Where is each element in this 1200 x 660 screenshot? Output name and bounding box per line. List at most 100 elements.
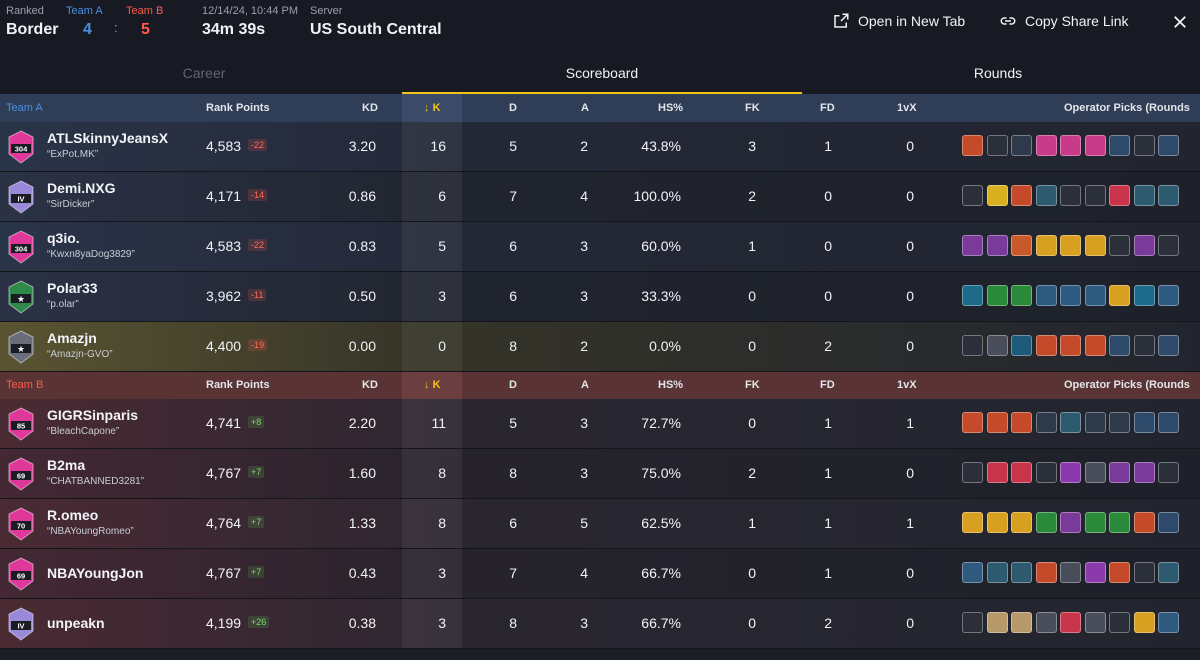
col-rank-points[interactable]: Rank Points (206, 379, 270, 391)
operator-icon[interactable] (1035, 285, 1057, 306)
player-row[interactable]: 69 B2ma “CHATBANNED3281” 4,767 +7 1.60 8 8 3 75.… (0, 449, 1200, 499)
operator-icon[interactable] (1158, 412, 1179, 433)
operator-icon[interactable] (1133, 235, 1155, 256)
operator-icon[interactable] (986, 185, 1008, 206)
operator-icon[interactable] (1084, 562, 1106, 583)
operator-icon[interactable] (1035, 462, 1057, 483)
player-row[interactable]: 85 GIGRSinparis “BleachCapone” 4,741 +8 2.20… (0, 399, 1200, 449)
operator-icon[interactable] (1158, 612, 1179, 633)
player-name[interactable]: Amazjn (47, 330, 97, 346)
operator-icon[interactable] (1035, 512, 1057, 533)
operator-icon[interactable] (1133, 185, 1155, 206)
operator-icon[interactable] (1035, 335, 1057, 356)
operator-icon[interactable] (1109, 462, 1130, 483)
player-row[interactable]: 304 q3io. “Kwxn8yaDog3829” 4,583 -22 0.83 5 6 3… (0, 222, 1200, 272)
col-kd[interactable]: KD (362, 379, 378, 391)
operator-icon[interactable] (986, 412, 1008, 433)
operator-icon[interactable] (1060, 285, 1081, 306)
player-name[interactable]: Polar33 (47, 280, 98, 296)
operator-icon[interactable] (1084, 335, 1106, 356)
operator-icon[interactable] (1035, 612, 1057, 633)
operator-icon[interactable] (962, 612, 983, 633)
operator-icon[interactable] (986, 512, 1008, 533)
operator-icon[interactable] (1060, 462, 1081, 483)
col-hs[interactable]: HS% (658, 102, 684, 114)
operator-icon[interactable] (1011, 335, 1032, 356)
operator-icon[interactable] (986, 562, 1008, 583)
operator-icon[interactable] (1109, 512, 1130, 533)
operator-icon[interactable] (1158, 462, 1179, 483)
player-row[interactable]: ★ Amazjn “Amazjn-GVO” 4,400 -19 0.00 0 8 2 0.0% 0… (0, 322, 1200, 372)
operator-icon[interactable] (1035, 412, 1057, 433)
operator-icon[interactable] (1084, 135, 1106, 156)
col-kd[interactable]: KD (362, 102, 378, 114)
operator-icon[interactable] (1109, 335, 1130, 356)
player-row[interactable]: IV Demi.NXG “SirDicker” 4,171 -14 0.86 6 7 4 100… (0, 172, 1200, 222)
col-hs[interactable]: HS% (658, 379, 684, 391)
operator-icon[interactable] (1109, 185, 1130, 206)
operator-icon[interactable] (1011, 462, 1032, 483)
operator-icon[interactable] (962, 562, 983, 583)
operator-icon[interactable] (1084, 612, 1106, 633)
operator-icon[interactable] (1035, 135, 1057, 156)
operator-icon[interactable] (962, 135, 983, 156)
operator-icon[interactable] (1158, 512, 1179, 533)
player-name[interactable]: GIGRSinparis (47, 407, 139, 423)
player-name[interactable]: B2ma (47, 457, 86, 473)
operator-icon[interactable] (986, 462, 1008, 483)
operator-icon[interactable] (1133, 612, 1155, 633)
operator-icon[interactable] (1060, 185, 1081, 206)
close-icon[interactable] (1171, 13, 1189, 31)
operator-icon[interactable] (1133, 512, 1155, 533)
col-k-sorted[interactable]: ↓ K (424, 371, 441, 399)
operator-icon[interactable] (1133, 412, 1155, 433)
operator-icon[interactable] (1084, 235, 1106, 256)
player-row[interactable]: 70 R.omeo “NBAYoungRomeo” 4,764 +7 1.33 8 6 5 62… (0, 499, 1200, 549)
operator-icon[interactable] (1109, 135, 1130, 156)
operator-icon[interactable] (1060, 562, 1081, 583)
col-1vx[interactable]: 1vX (897, 379, 917, 391)
operator-icon[interactable] (1035, 235, 1057, 256)
operator-icon[interactable] (1084, 185, 1106, 206)
operator-icon[interactable] (962, 285, 983, 306)
col-d[interactable]: D (509, 379, 517, 391)
col-1vx[interactable]: 1vX (897, 102, 917, 114)
operator-icon[interactable] (962, 462, 983, 483)
operator-icon[interactable] (986, 235, 1008, 256)
player-row[interactable]: 69 NBAYoungJon 4,767 +7 0.43 3 7 4 66.7% 0 1 0 (0, 549, 1200, 599)
player-name[interactable]: Demi.NXG (47, 180, 116, 196)
copy-share-link-button[interactable]: Copy Share Link (999, 12, 1129, 30)
operator-icon[interactable] (1084, 512, 1106, 533)
operator-icon[interactable] (1011, 285, 1032, 306)
operator-icon[interactable] (962, 235, 983, 256)
operator-icon[interactable] (1133, 462, 1155, 483)
operator-icon[interactable] (1109, 612, 1130, 633)
operator-icon[interactable] (1133, 335, 1155, 356)
operator-icon[interactable] (1084, 285, 1106, 306)
tab-rounds[interactable]: Rounds (973, 65, 1023, 81)
operator-icon[interactable] (986, 612, 1008, 633)
operator-icon[interactable] (1158, 335, 1179, 356)
operator-icon[interactable] (1158, 285, 1179, 306)
operator-icon[interactable] (1133, 562, 1155, 583)
operator-icon[interactable] (1133, 285, 1155, 306)
operator-icon[interactable] (1060, 235, 1081, 256)
col-fk[interactable]: FK (745, 379, 760, 391)
operator-icon[interactable] (1060, 412, 1081, 433)
col-k-sorted[interactable]: ↓ K (424, 94, 441, 122)
operator-icon[interactable] (962, 335, 983, 356)
player-name[interactable]: unpeakn (47, 615, 105, 631)
player-name[interactable]: NBAYoungJon (47, 565, 144, 581)
player-name[interactable]: ATLSkinnyJeansX (47, 130, 169, 146)
player-name[interactable]: q3io. (47, 230, 80, 246)
operator-icon[interactable] (962, 185, 983, 206)
operator-icon[interactable] (1035, 185, 1057, 206)
operator-icon[interactable] (1011, 512, 1032, 533)
operator-icon[interactable] (986, 285, 1008, 306)
col-rank-points[interactable]: Rank Points (206, 102, 270, 114)
operator-icon[interactable] (1035, 562, 1057, 583)
open-new-tab-button[interactable]: Open in New Tab (832, 12, 965, 30)
tab-career[interactable]: Career (182, 65, 226, 81)
operator-icon[interactable] (1060, 335, 1081, 356)
operator-icon[interactable] (1109, 412, 1130, 433)
